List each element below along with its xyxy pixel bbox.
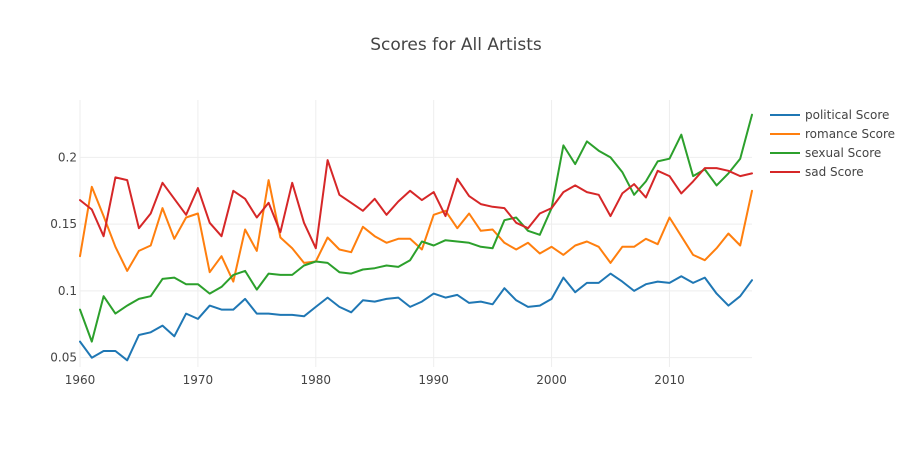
x-tick-label: 2010 xyxy=(654,373,685,387)
x-tick-label: 1980 xyxy=(301,373,332,387)
x-tick-label: 1970 xyxy=(183,373,214,387)
legend-item-political-score[interactable]: political Score xyxy=(770,108,889,122)
x-axis-ticks: 1960 1970 1980 1990 2000 2010 xyxy=(65,373,685,387)
y-tick-label: 0.1 xyxy=(58,284,77,298)
x-tick-label: 1990 xyxy=(418,373,449,387)
legend-label: political Score xyxy=(805,108,889,122)
x-tick-label: 1960 xyxy=(65,373,96,387)
gridlines xyxy=(79,100,752,367)
legend-item-romance-score[interactable]: romance Score xyxy=(770,127,895,141)
legend[interactable]: political Score romance Score sexual Score… xyxy=(770,108,895,179)
y-tick-label: 0.15 xyxy=(50,217,77,231)
series-line-sexual-score xyxy=(79,113,753,343)
legend-label: sexual Score xyxy=(805,146,881,160)
legend-label: sad Score xyxy=(805,165,864,179)
x-tick-label: 2000 xyxy=(536,373,567,387)
y-tick-label: 0.2 xyxy=(58,150,77,164)
chart-title: Scores for All Artists xyxy=(370,35,542,55)
legend-item-sexual-score[interactable]: sexual Score xyxy=(770,146,881,160)
series-line-political-score xyxy=(79,272,753,362)
y-tick-label: 0.05 xyxy=(50,351,77,365)
legend-label: romance Score xyxy=(805,127,895,141)
legend-item-sad-score[interactable]: sad Score xyxy=(770,165,864,179)
series-line-sad-score xyxy=(79,159,753,250)
series-lines xyxy=(79,113,753,362)
y-axis-ticks: 0.05 0.1 0.15 0.2 xyxy=(50,150,77,364)
series-line-romance-score xyxy=(79,179,753,283)
